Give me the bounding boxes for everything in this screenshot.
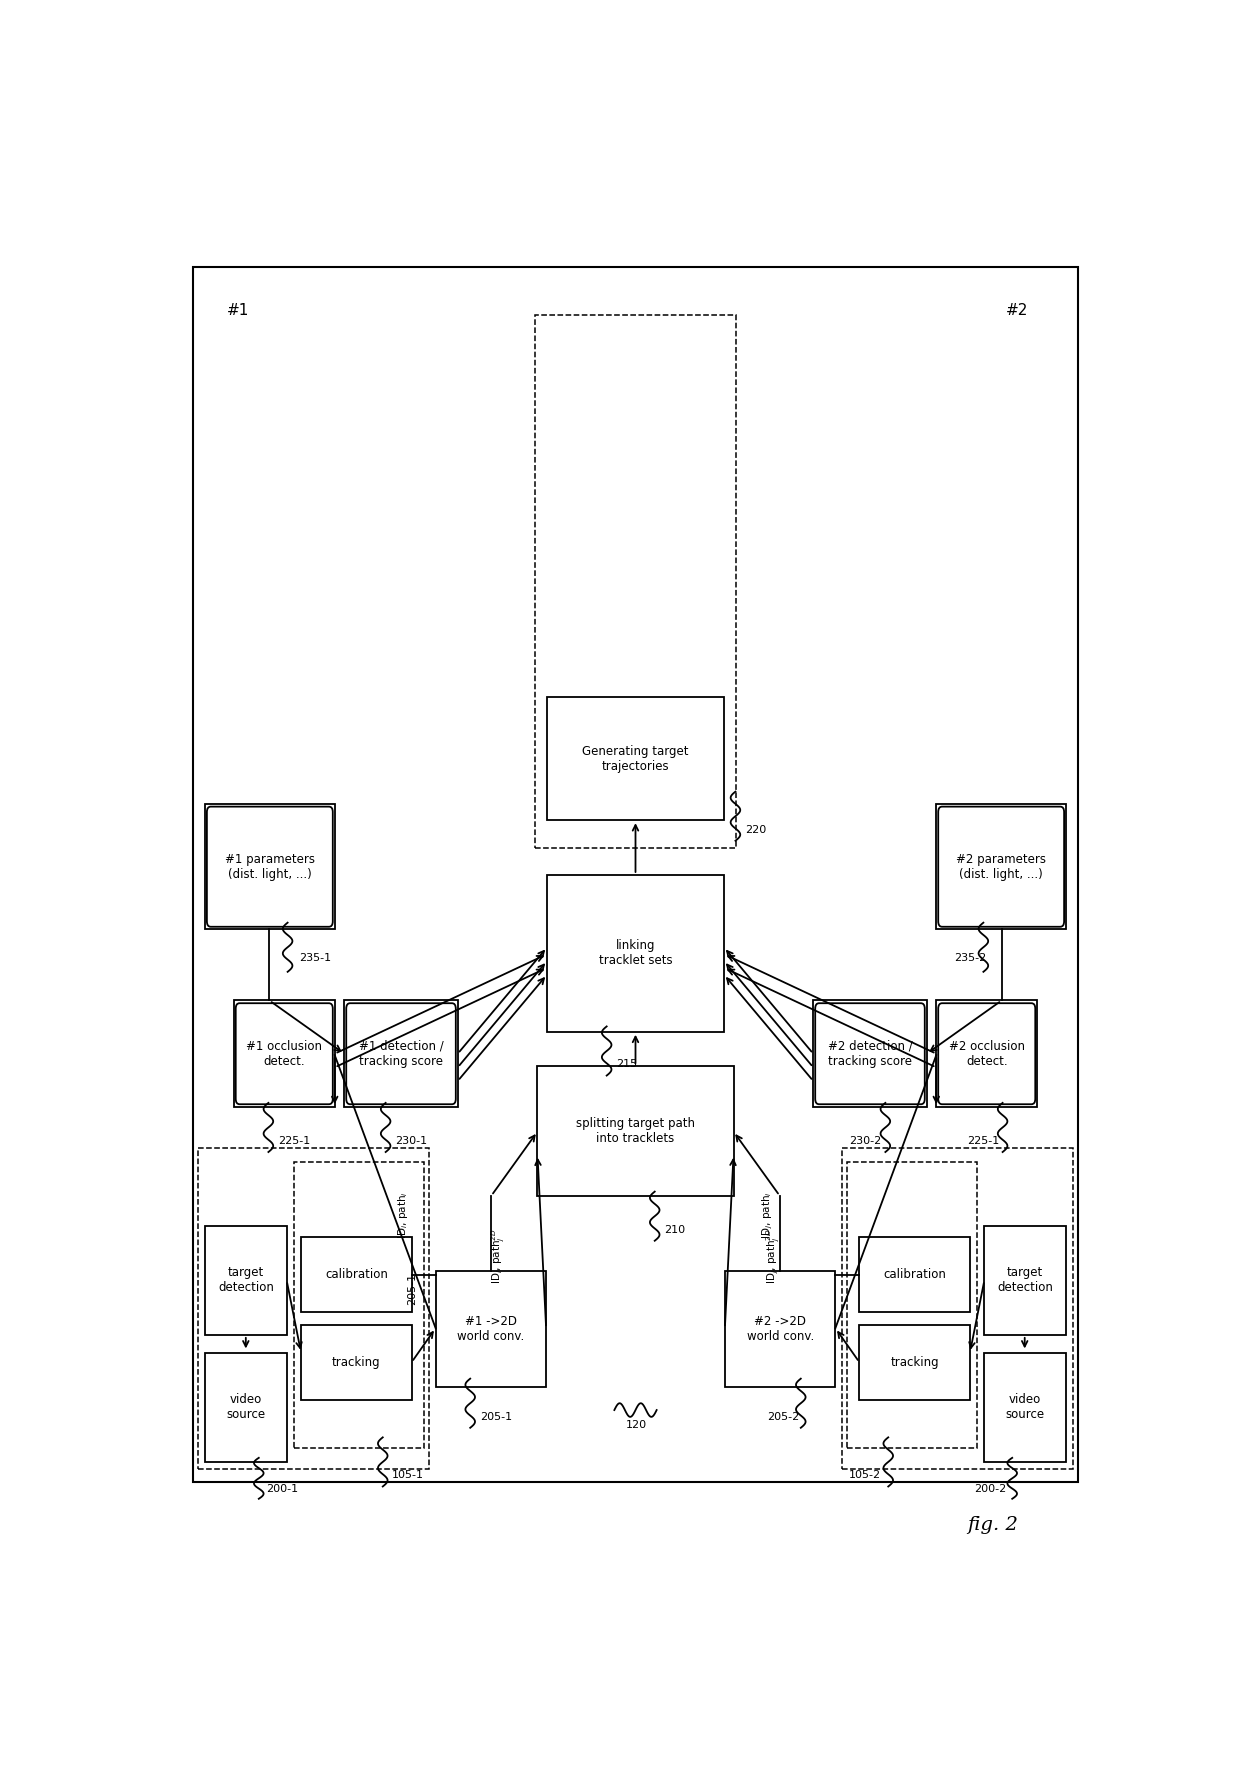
Text: 210: 210 [665,1225,686,1234]
Bar [294,1161,424,1449]
Text: 235-1: 235-1 [299,952,331,963]
FancyBboxPatch shape [939,807,1064,927]
Bar [547,697,724,821]
Text: #1 ->2D
world conv.: #1 ->2D world conv. [458,1316,525,1342]
Bar [936,803,1066,929]
FancyBboxPatch shape [815,1004,925,1105]
Text: target
detection: target detection [218,1266,274,1294]
Text: calibration: calibration [325,1268,388,1280]
Bar [435,1271,546,1386]
Text: 120: 120 [626,1420,647,1429]
Bar [725,1271,836,1386]
Text: Generating target
trajectories: Generating target trajectories [583,745,688,773]
Bar [537,1066,734,1195]
Bar [547,874,724,1032]
Text: 105-1: 105-1 [392,1470,423,1480]
Text: tracking: tracking [332,1356,381,1369]
Text: 225-1: 225-1 [278,1136,310,1145]
Bar [985,1353,1066,1463]
Bar [205,1225,286,1335]
Bar [345,1000,458,1106]
Text: 205-2: 205-2 [768,1411,800,1422]
Text: #2: #2 [1006,303,1028,317]
Text: fig. 2: fig. 2 [967,1516,1018,1534]
Bar [234,1000,335,1106]
Bar [859,1238,970,1312]
Text: 205-1: 205-1 [408,1273,418,1305]
Text: 215: 215 [616,1060,637,1069]
Text: linking
tracklet sets: linking tracklet sets [599,940,672,968]
Text: ID$_i$, path$^{2D}_j$: ID$_i$, path$^{2D}_j$ [490,1229,507,1284]
Bar [198,1147,429,1468]
Text: #2 ->2D
world conv.: #2 ->2D world conv. [746,1316,813,1342]
Text: 230-2: 230-2 [849,1136,882,1145]
Text: video
source: video source [1006,1394,1045,1422]
Text: #2 parameters
(dist. light, ...): #2 parameters (dist. light, ...) [956,853,1047,881]
Text: ID$_i$, path$_i$: ID$_i$, path$_i$ [396,1191,410,1239]
Bar [813,1000,926,1106]
Text: 200-1: 200-1 [267,1484,299,1495]
Text: splitting target path
into tracklets: splitting target path into tracklets [577,1117,694,1145]
Bar [205,1353,286,1463]
Text: ID$_j$, path$^{2D}_j$: ID$_j$, path$^{2D}_j$ [764,1229,781,1284]
Text: 200-2: 200-2 [973,1484,1006,1495]
Text: tracking: tracking [890,1356,939,1369]
Text: target
detection: target detection [997,1266,1053,1294]
Text: #2 detection /
tracking score: #2 detection / tracking score [827,1039,913,1067]
FancyBboxPatch shape [236,1004,332,1105]
Text: 220: 220 [745,824,766,835]
Bar [193,268,1078,1482]
Text: video
source: video source [226,1394,265,1422]
Text: calibration: calibration [883,1268,946,1280]
Bar [534,316,737,847]
Bar [301,1326,412,1401]
Text: ID$_j$, path$_i$: ID$_j$, path$_i$ [761,1191,775,1239]
Text: #1: #1 [227,303,249,317]
Bar [936,1000,1037,1106]
Text: 205-1: 205-1 [480,1411,512,1422]
FancyBboxPatch shape [207,807,332,927]
Text: 105-2: 105-2 [849,1470,880,1480]
Bar [985,1225,1066,1335]
FancyBboxPatch shape [939,1004,1035,1105]
Text: 225-1: 225-1 [967,1136,999,1145]
Text: #2 occlusion
detect.: #2 occlusion detect. [949,1039,1024,1067]
Text: #1 parameters
(dist. light, ...): #1 parameters (dist. light, ...) [224,853,315,881]
Bar [847,1161,977,1449]
Bar [301,1238,412,1312]
Text: #1 occlusion
detect.: #1 occlusion detect. [247,1039,322,1067]
Text: #1 detection /
tracking score: #1 detection / tracking score [358,1039,444,1067]
Bar [842,1147,1073,1468]
FancyBboxPatch shape [346,1004,456,1105]
Bar [205,803,335,929]
Text: 230-1: 230-1 [396,1136,428,1145]
Bar [859,1326,970,1401]
Text: 235-2: 235-2 [955,952,987,963]
